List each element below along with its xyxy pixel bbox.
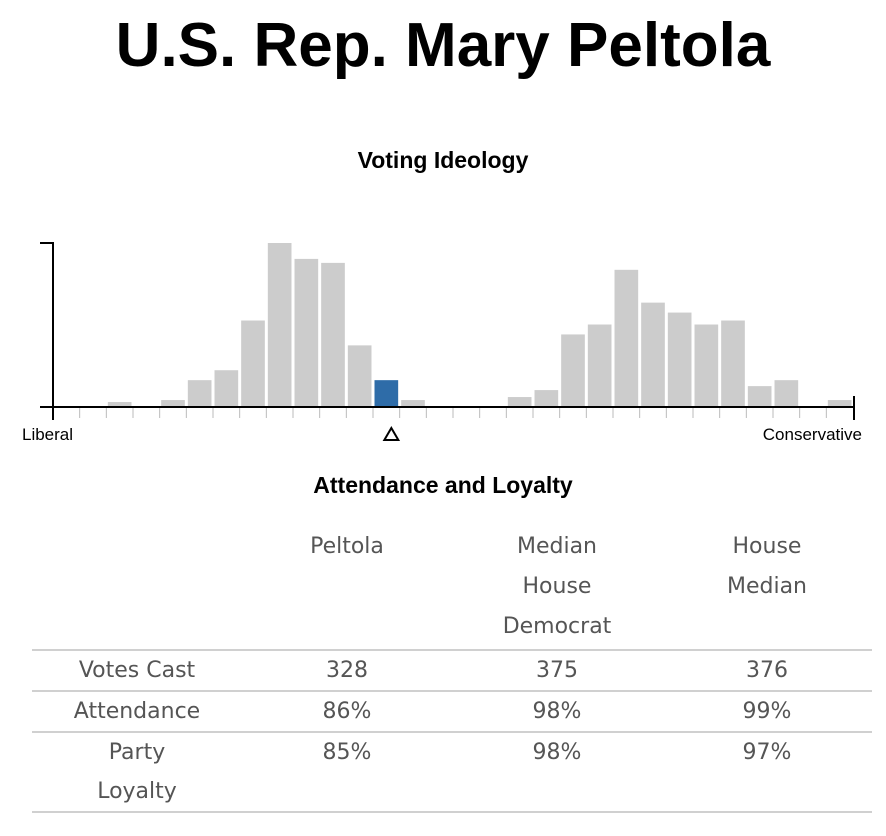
cell: 376 bbox=[662, 650, 872, 692]
histogram-bar bbox=[774, 380, 799, 406]
header-median-democrat: Median House Democrat bbox=[452, 527, 662, 651]
y-axis bbox=[40, 242, 54, 407]
cell: 328 bbox=[242, 650, 452, 692]
row-label: Votes Cast bbox=[32, 650, 242, 692]
header-median-democrat-label: Median House Democrat bbox=[502, 534, 612, 639]
histogram-bar bbox=[294, 258, 319, 406]
histogram-bar bbox=[107, 402, 132, 406]
histogram-bar bbox=[667, 312, 692, 406]
header-peltola: Peltola bbox=[242, 527, 452, 651]
header-empty bbox=[32, 527, 242, 651]
cell: 375 bbox=[452, 650, 662, 692]
histogram-bar bbox=[827, 400, 852, 406]
row-label: Attendance bbox=[32, 691, 242, 733]
ideology-histogram: Liberal Conservative bbox=[22, 242, 862, 444]
row-label-text: Party Loyalty bbox=[97, 740, 177, 804]
cell: 86% bbox=[242, 691, 452, 733]
histogram-bar bbox=[747, 386, 772, 406]
histogram-bar-highlighted bbox=[374, 380, 399, 406]
histogram-bar bbox=[214, 370, 239, 406]
header-house-median: House Median bbox=[662, 527, 872, 651]
table-row: Party Loyalty 85% 98% 97% bbox=[32, 732, 872, 813]
cell: 98% bbox=[452, 732, 662, 813]
table-header-row: Peltola Median House Democrat House Medi… bbox=[32, 527, 872, 651]
table-title: Attendance and Loyalty bbox=[313, 472, 573, 498]
x-label-liberal: Liberal bbox=[22, 425, 73, 444]
chart-title: Voting Ideology bbox=[357, 147, 529, 173]
cell: 98% bbox=[452, 691, 662, 733]
page-title: U.S. Rep. Mary Peltola bbox=[115, 11, 771, 80]
histogram-bar bbox=[534, 390, 559, 406]
histogram-bar bbox=[614, 269, 639, 406]
cell: 99% bbox=[662, 691, 872, 733]
x-label-conservative: Conservative bbox=[763, 425, 862, 444]
table-row: Votes Cast 328 375 376 bbox=[32, 650, 872, 692]
histogram-bar bbox=[641, 302, 665, 406]
member-position-marker-icon bbox=[382, 426, 401, 441]
row-label: Party Loyalty bbox=[32, 732, 242, 813]
histogram-bar bbox=[241, 320, 265, 406]
histogram-bar bbox=[187, 380, 212, 406]
attendance-loyalty-table: Peltola Median House Democrat House Medi… bbox=[32, 527, 872, 813]
histogram-bar bbox=[161, 400, 185, 406]
header-house-median-label: House Median bbox=[726, 534, 808, 599]
cell: 97% bbox=[662, 732, 872, 813]
histogram-bar bbox=[321, 262, 345, 406]
table-row: Attendance 86% 98% 99% bbox=[32, 691, 872, 733]
histogram-bar bbox=[347, 345, 372, 406]
histogram-bar bbox=[721, 320, 745, 406]
histogram-bar bbox=[507, 397, 532, 406]
histogram-bar bbox=[401, 400, 425, 406]
histogram-bar bbox=[587, 324, 612, 406]
histogram-bar bbox=[561, 334, 585, 406]
histogram-bar bbox=[694, 324, 719, 406]
cell: 85% bbox=[242, 732, 452, 813]
histogram-bar bbox=[267, 243, 292, 406]
